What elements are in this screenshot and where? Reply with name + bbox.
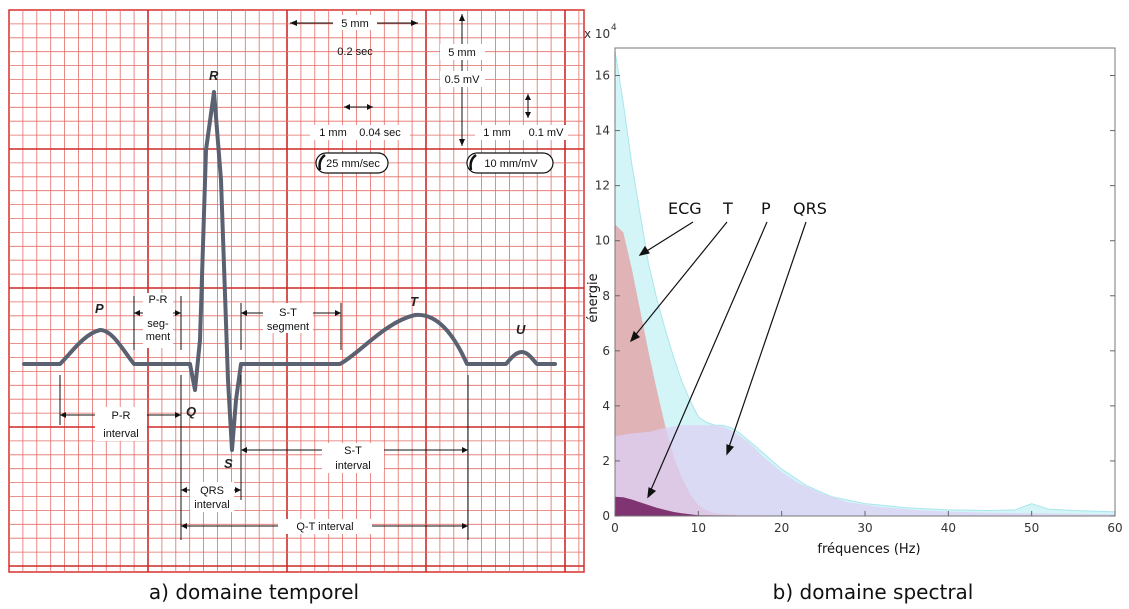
arrow-t-head: [629, 330, 641, 343]
v-major-volt-label: 0.5 mV: [445, 74, 481, 86]
st-interval-label-1: S-T: [344, 445, 362, 457]
speed-badge: [315, 152, 389, 174]
v-major-mm-label: 5 mm: [448, 47, 476, 59]
legend-p: P: [761, 199, 771, 218]
legend-ecg: ECG: [668, 199, 702, 218]
arrow-p: [649, 221, 768, 493]
spectrum-areas: [614, 50, 1116, 517]
y-axis-label: énergie: [586, 273, 601, 322]
spectrum-axes: 0 10 20 30 40 50 60 0 2 4 6 8 10 12 14 16: [595, 69, 1123, 535]
x-tick-label: 0: [611, 521, 619, 535]
st-segment-label-1: S-T: [279, 307, 297, 319]
x-axis-label: fréquences (Hz): [817, 542, 920, 557]
ecg-grid-border: [8, 9, 585, 573]
area-p: [615, 496, 1115, 516]
ecg-trace: [22, 90, 557, 452]
legend-t: T: [722, 199, 733, 218]
pr-interval-label-1: P-R: [112, 410, 131, 422]
y-multiplier-power: 4: [611, 23, 617, 33]
y-tick-label: 10: [595, 234, 610, 248]
h-major-time-label: 0.2 sec: [337, 46, 373, 58]
pr-interval-label-2: interval: [103, 428, 138, 440]
x-tick-label: 20: [774, 521, 789, 535]
scale-annotations: 5 mm 0.2 sec 5 mm 0.5 mV 1 mm 0.04 sec 1…: [290, 14, 568, 174]
ecg-panel: P Q R S T U 5 mm 0.2 sec 5 mm 0.5 mV 1 m…: [8, 9, 585, 573]
arrow-ecg-head: [638, 245, 650, 256]
x-tick-label: 10: [691, 521, 706, 535]
wave-r-label: R: [209, 68, 219, 83]
spectrum-panel: x 10 4 0 10 20 30 40 50 60 0 2 4 6 8 10 12 14 16 fréque…: [584, 23, 1123, 557]
h-minor-mm-label: 1 mm: [319, 127, 347, 139]
gain-label: 10 mm/mV: [484, 158, 538, 170]
arrow-qrs-head: [726, 444, 735, 456]
qt-interval-label: Q-T interval: [296, 521, 353, 533]
x-tick-label: 60: [1107, 521, 1122, 535]
interval-annotations: [59, 293, 469, 540]
speed-label: 25 mm/sec: [326, 158, 380, 170]
arrow-ecg: [641, 221, 694, 255]
x-tick-label: 50: [1024, 521, 1039, 535]
y-tick-label: 14: [595, 124, 610, 138]
y-tick-label: 2: [602, 454, 610, 468]
caption-b: b) domaine spectral: [773, 580, 974, 604]
v-minor-volt-label: 0.1 mV: [529, 127, 565, 139]
gain-badge: [466, 152, 554, 174]
wave-u-label: U: [516, 322, 526, 337]
y-tick-label: 6: [602, 344, 610, 358]
qrs-interval-label-2: interval: [194, 499, 229, 511]
wave-p-label: P: [95, 301, 104, 316]
pr-segment-label-3: ment: [146, 331, 170, 343]
arrow-qrs: [727, 221, 807, 451]
y-tick-label: 16: [595, 69, 610, 83]
arrow-t: [632, 221, 728, 339]
st-segment-label-2: segment: [267, 321, 309, 333]
qrs-interval-label-1: QRS: [200, 485, 224, 497]
pr-segment-label-2: seg-: [147, 318, 169, 330]
area-qrs: [615, 425, 1115, 516]
caption-a: a) domaine temporel: [149, 580, 359, 604]
y-tick-label: 12: [595, 179, 610, 193]
st-interval-label-2: interval: [335, 460, 370, 472]
y-multiplier-label: x 10: [584, 27, 610, 41]
y-tick-label: 4: [602, 399, 610, 413]
v-minor-mm-label: 1 mm: [483, 127, 511, 139]
arrow-p-head: [647, 487, 657, 499]
x-tick-label: 40: [941, 521, 956, 535]
wave-s-label: S: [224, 456, 233, 471]
h-minor-time-label: 0.04 sec: [359, 127, 401, 139]
wave-t-label: T: [410, 294, 419, 309]
ecg-grid: [9, 10, 584, 572]
y-tick-label: 0: [602, 509, 610, 523]
wave-q-label: Q: [186, 404, 196, 419]
y-tick-label: 8: [602, 289, 610, 303]
legend-qrs: QRS: [793, 199, 827, 218]
h-major-mm-label: 5 mm: [341, 18, 369, 30]
pr-segment-label-1: P-R: [149, 294, 168, 306]
x-tick-label: 30: [857, 521, 872, 535]
legend-arrows: [629, 221, 807, 499]
